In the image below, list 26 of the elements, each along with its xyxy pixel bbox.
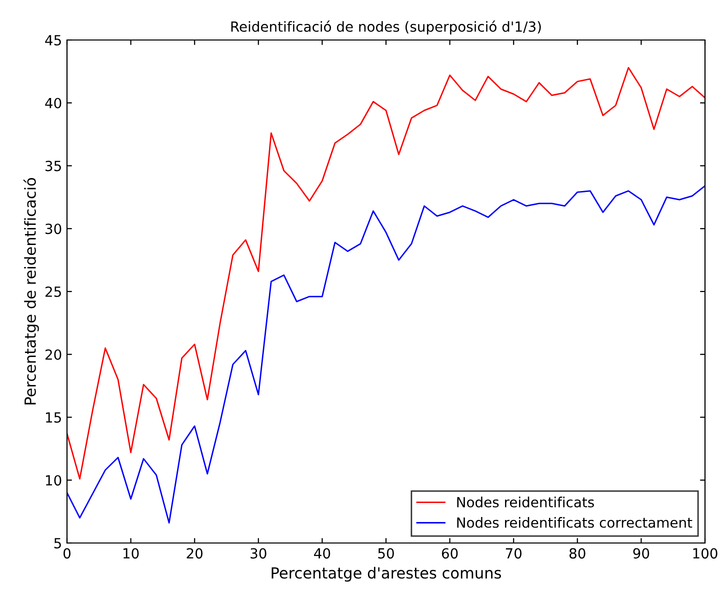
x-tick-label: 70 (506, 548, 522, 559)
y-tick-label: 10 (46, 475, 62, 486)
legend-label: Nodes reidentificats (457, 496, 594, 508)
x-tick-label: 10 (123, 548, 139, 559)
y-tick-label: 25 (45, 286, 61, 297)
chart-title: Reidentificació de nodes (superposició d'1/3) (231, 20, 541, 35)
y-tick-label: 45 (45, 35, 61, 46)
x-tick-label: 0 (63, 548, 70, 559)
x-tick-label: 40 (314, 548, 330, 559)
y-tick-label: 40 (45, 98, 62, 108)
y-tick-label: 15 (46, 412, 61, 423)
y-tick-label: 5 (54, 538, 61, 548)
y-tick-label: 20 (45, 349, 62, 360)
x-tick-label: 90 (633, 548, 650, 559)
y-tick-label: 35 (46, 160, 61, 172)
line-series (67, 66, 705, 480)
x-tick-label: 30 (250, 548, 266, 559)
x-tick-label: 80 (570, 548, 586, 559)
x-tick-label: 20 (186, 548, 203, 559)
x-axis-title: Percentatge d'arestes comuns (272, 566, 501, 582)
y-axis-title: Percentatge de reidentificació (24, 178, 39, 404)
y-tick-label: 30 (46, 224, 62, 234)
x-tick-label: 60 (442, 548, 458, 559)
x-tick-label: 100 (693, 548, 718, 559)
x-tick-label: 50 (378, 548, 394, 559)
legend-label: Nodes reidentificats correctament (457, 517, 692, 528)
